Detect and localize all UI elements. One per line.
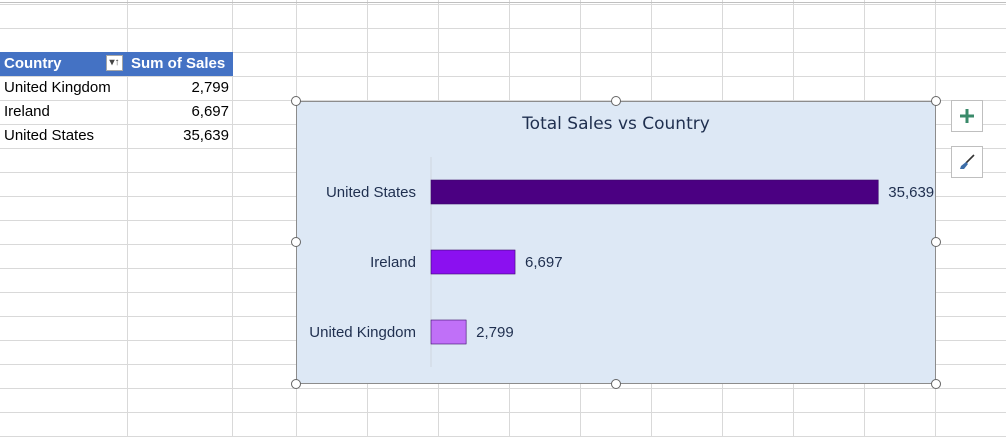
chart-bar[interactable] [430,179,879,205]
pivot-sales-cell[interactable]: 2,799 [191,79,229,96]
pivot-country-cell[interactable]: Ireland [4,103,50,120]
chart-elements-button[interactable] [951,100,983,132]
plus-icon [960,109,974,123]
category-label: United States [326,184,416,201]
pivot-country-cell[interactable]: United States [4,127,95,144]
resize-handle[interactable] [611,96,621,106]
chart-bar[interactable] [430,319,467,345]
pivot-header-row: Country ▾↑ Sum of Sales [0,52,233,76]
pivot-country-cell[interactable]: United Kingdom [4,79,111,96]
filter-dropdown-icon[interactable]: ▾↑ [106,55,123,71]
pivot-row[interactable]: United States 35,639 [0,124,233,148]
resize-handle[interactable] [291,96,301,106]
resize-handle[interactable] [931,379,941,389]
chart-styles-button[interactable] [951,146,983,178]
resize-handle[interactable] [931,96,941,106]
resize-handle[interactable] [291,237,301,247]
chart-plot[interactable]: United States 35,639 Ireland 6,697 United Ki… [297,102,935,383]
chart-area[interactable]: Total Sales vs Country United States 35,6… [296,101,936,384]
resize-handle[interactable] [931,237,941,247]
category-label: Ireland [370,254,416,271]
pivot-header-sales[interactable]: Sum of Sales [131,55,226,72]
category-label: United Kingdom [309,324,416,341]
resize-handle[interactable] [611,379,621,389]
chart-title[interactable]: Total Sales vs Country [522,114,710,134]
data-label: 6,697 [525,254,563,271]
data-label: 2,799 [476,324,514,341]
data-label: 35,639 [888,184,934,201]
pivot-header-country[interactable]: Country [4,55,62,72]
resize-handle[interactable] [291,379,301,389]
chart-bar[interactable] [430,249,516,275]
pivot-row[interactable]: United Kingdom 2,799 [0,76,233,100]
pivot-sales-cell[interactable]: 35,639 [183,127,229,144]
paintbrush-icon [960,154,975,169]
pivot-row[interactable]: Ireland 6,697 [0,100,233,124]
pivot-sales-cell[interactable]: 6,697 [191,103,229,120]
